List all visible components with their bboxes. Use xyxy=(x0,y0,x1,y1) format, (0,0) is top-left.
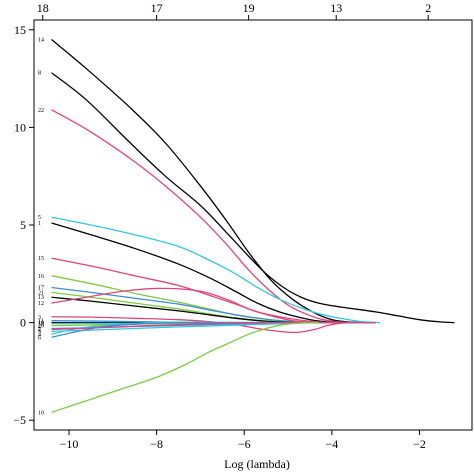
series-label-6: 6 xyxy=(38,335,41,341)
series-line-7 xyxy=(51,321,376,331)
x-axis: −10 −8 −6 −4 −2 xyxy=(60,430,426,451)
series-label-22: 22 xyxy=(38,108,44,114)
series-layer xyxy=(51,39,455,414)
series-line-8 xyxy=(51,72,455,324)
series-label-11: 11 xyxy=(38,319,44,325)
series-line-16 xyxy=(51,275,328,324)
series-line-3 xyxy=(51,316,354,334)
series-line-14 xyxy=(51,39,376,324)
series-label-2: 2 xyxy=(38,326,41,332)
x-tick-label: −8 xyxy=(150,437,163,451)
y-axis: −5 0 5 10 15 xyxy=(13,23,34,427)
series-label-5: 5 xyxy=(38,215,41,221)
x-tick-label: −4 xyxy=(325,437,338,451)
series-label-10: 10 xyxy=(38,410,44,416)
series-label-12: 12 xyxy=(38,301,44,307)
top-tick-label: 13 xyxy=(330,1,342,15)
y-tick-label: 10 xyxy=(14,120,26,134)
series-label-19: 19 xyxy=(38,321,44,327)
y-tick-label: 15 xyxy=(14,23,26,37)
series-label-20: 20 xyxy=(38,324,44,330)
series-label-9: 9 xyxy=(38,329,41,335)
series-label-17: 17 xyxy=(38,285,44,291)
series-label-16: 16 xyxy=(38,274,44,280)
series-label-8: 8 xyxy=(38,71,41,77)
series-label-3: 3 xyxy=(38,315,41,321)
series-line-15 xyxy=(51,257,337,324)
series-label-21: 21 xyxy=(38,290,44,296)
series-line-10 xyxy=(51,321,319,414)
series-label-7: 7 xyxy=(38,327,41,333)
series-line-12 xyxy=(51,287,328,324)
plot-border xyxy=(33,19,473,431)
series-line-5 xyxy=(51,216,381,324)
series-label-13: 13 xyxy=(38,295,44,301)
top-tick-label: 17 xyxy=(151,1,163,15)
top-tick-label: 18 xyxy=(37,1,49,15)
series-label-4: 4 xyxy=(38,332,41,338)
series-line-1 xyxy=(51,222,354,324)
series-label-15: 15 xyxy=(38,256,44,262)
series-line-22 xyxy=(51,109,359,324)
top-tick-label: 2 xyxy=(425,1,431,15)
y-tick-label: 0 xyxy=(20,316,26,330)
top-tick-label: 19 xyxy=(243,1,255,15)
x-tick-label: −10 xyxy=(60,437,79,451)
y-tick-label: 5 xyxy=(20,218,26,232)
series-label-14: 14 xyxy=(38,38,44,44)
x-tick-label: −6 xyxy=(238,437,251,451)
series-label-18: 18 xyxy=(38,322,44,328)
series-label-1: 1 xyxy=(38,221,41,227)
x-tick-label: −2 xyxy=(413,437,426,451)
plot-frame xyxy=(33,19,473,431)
y-tick-label: −5 xyxy=(13,413,26,427)
x-axis-title: Log (lambda) xyxy=(224,457,290,471)
top-axis: 18 17 19 13 2 xyxy=(37,1,431,20)
